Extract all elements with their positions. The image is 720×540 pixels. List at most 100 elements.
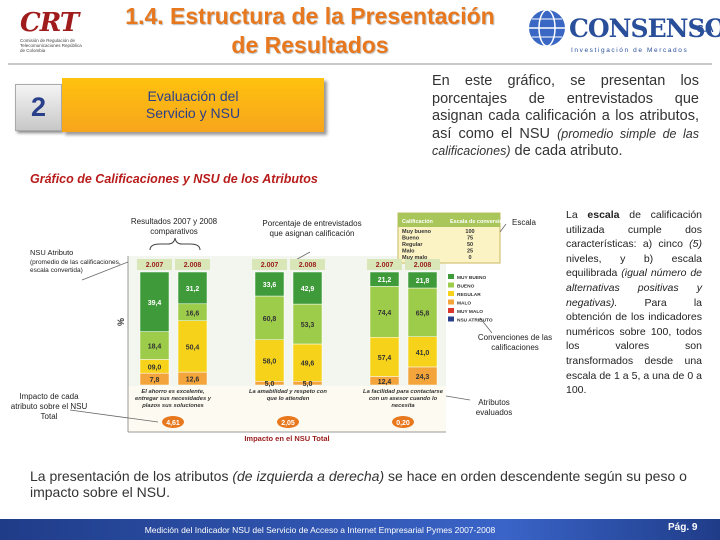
legend-label: MUY MALO [457, 309, 483, 315]
year-label: 2.008 [184, 262, 202, 269]
segment-label: 5,0 [265, 381, 275, 388]
segment-label: 31,2 [186, 286, 200, 293]
text-run: La [566, 209, 588, 221]
annotation: Atributos evaluados [475, 398, 513, 417]
legend-label: BUENO [457, 284, 475, 290]
legend-label: NSU ATRIBUTO [457, 318, 493, 324]
bottom-note: La presentación de los atributos (de izq… [30, 468, 710, 500]
page-number: Pág. 9 [668, 522, 698, 533]
scale-cell: 75 [467, 236, 473, 242]
segment-label: 60,8 [263, 316, 277, 323]
text-run: (igual número de alternativas positivas … [566, 267, 702, 309]
legend-swatch [448, 316, 454, 322]
annotation: Resultados 2007 y 2008 comparativos [130, 217, 218, 236]
text-run: (promedio simple de las calificaciones) [432, 126, 699, 159]
year-tab [290, 259, 325, 270]
scale-cell: Muy bueno [402, 229, 432, 235]
bar-segment [254, 381, 285, 386]
text-run: (5) [689, 238, 702, 251]
bar-segment [177, 371, 208, 386]
year-tab [252, 259, 287, 270]
x-axis-title: Impacto en el NSU Total [244, 434, 329, 443]
annotation: Convenciones de las calificaciones [477, 333, 553, 352]
impact-value: 2,05 [281, 420, 295, 427]
year-label: 2.008 [299, 262, 317, 269]
segment-label: 58,0 [263, 359, 277, 366]
bar-segment [369, 376, 400, 386]
logo-subtitle: Comisión de Regulación de Telecomunicaci… [20, 38, 82, 53]
scale-cell: Bueno [402, 236, 420, 242]
legend-swatch [448, 308, 454, 313]
bar-segment [139, 271, 170, 332]
segment-label: 21,8 [416, 278, 430, 285]
bar-segment [407, 287, 438, 337]
scale-cell: 50 [467, 242, 473, 248]
year-label: 2.007 [146, 262, 164, 269]
year-tab [175, 259, 210, 270]
scale-cell: 100 [465, 229, 474, 235]
segment-label: 50,4 [186, 344, 200, 351]
text-run: de cada atributo. [510, 143, 623, 159]
impact-value: 4,61 [166, 420, 180, 427]
text-run: (de izquierda a derecha) [232, 468, 385, 484]
segment-label: 12,6 [186, 377, 200, 384]
segment-label: 39,4 [148, 300, 162, 307]
chart-heading: Gráfico de Calificaciones y NSU de los A… [30, 172, 318, 186]
scale-header: Escala de conversión [450, 219, 507, 225]
legend-swatch [448, 282, 454, 288]
year-tab [137, 259, 172, 270]
scale-cell: 0 [468, 255, 471, 261]
segment-label: 18,4 [148, 344, 162, 351]
legend-swatch [448, 299, 454, 305]
bar-segment [292, 381, 323, 386]
annotation: Escala [511, 218, 536, 227]
segment-label: 21,2 [378, 277, 392, 284]
bar-segment [139, 372, 170, 386]
segment-label: 42,9 [301, 286, 315, 293]
text-run: se hace en orden descendente según su pe… [30, 468, 687, 500]
year-label: 2.007 [261, 262, 279, 269]
segment-label: 57,4 [378, 355, 392, 362]
scale-cell: Malo [402, 249, 415, 255]
slide-title: 1.4. Estructura de la Presentación de Re… [125, 3, 495, 58]
scale-table-header [398, 213, 500, 227]
annotation: NSU Atributo [30, 248, 74, 257]
scale-cell: Muy malo [402, 255, 428, 261]
logo-mark: CRT [20, 8, 79, 38]
segment-label: 24,3 [416, 374, 430, 381]
scale-header: Calificación [402, 219, 434, 225]
segment-label: 5,0 [303, 381, 313, 388]
text-run: Para la obtención de los indicadores num… [566, 296, 702, 397]
section-number: 2 [15, 84, 62, 131]
bar-segment [369, 286, 400, 338]
scale-cell: 25 [467, 249, 473, 255]
text-run: escala [587, 209, 620, 221]
bar-segment [292, 303, 323, 345]
legend-label: MALO [457, 301, 471, 307]
brace [149, 237, 201, 251]
text-run: de calificación utilizada cumple dos car… [566, 209, 702, 251]
bar-segment [177, 320, 208, 373]
legend-swatch [448, 291, 454, 296]
intro-text: En este gráfico, se presentan los porcen… [432, 73, 699, 161]
legend-swatch [448, 274, 454, 279]
attribute-caption: La amabilidad y respeto con que lo atien… [249, 389, 327, 402]
year-tab [367, 259, 402, 270]
segment-label: 49,6 [301, 361, 315, 368]
legend-label: MUY BUENO [457, 275, 486, 281]
impact-value: 0,20 [396, 420, 410, 427]
annotation: Impacto de cada atributo sobre el NSU To… [10, 392, 88, 421]
text-run: En este gráfico, se presentan los porcen… [432, 73, 699, 142]
logo-name: CONSENSO [569, 14, 720, 43]
impact-oval [392, 416, 414, 428]
year-label: 2.008 [414, 262, 432, 269]
legend-label: REGULAR [457, 292, 481, 298]
annotation: Porcentaje de entrevistados que asignan … [262, 219, 362, 238]
bar-segment [139, 331, 170, 360]
segment-label: 7,8 [150, 377, 160, 384]
segment-label: 09,0 [148, 364, 162, 371]
text-run: niveles, y b) escala equilibrada [566, 252, 702, 280]
segment-label: 53,3 [301, 322, 315, 329]
bar-segment [254, 271, 285, 297]
